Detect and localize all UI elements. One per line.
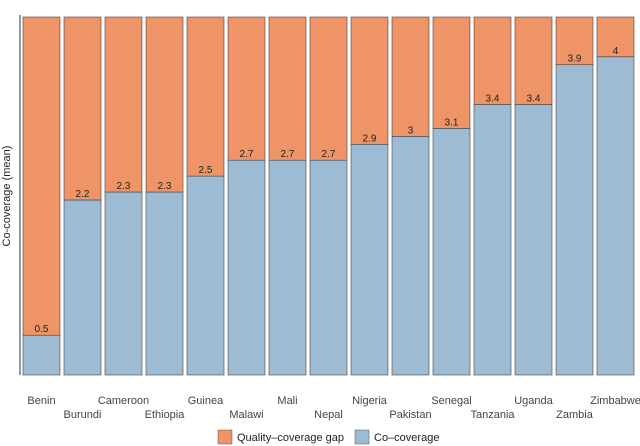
bar-quality-gap-malawi [227, 16, 266, 161]
bar-co-coverage-zambia [555, 64, 594, 376]
bar-co-coverage-benin [22, 334, 61, 376]
legend-swatch-co-coverage [354, 429, 370, 445]
bar-co-coverage-tanzania [473, 104, 512, 376]
bar-quality-gap-zambia [555, 16, 594, 66]
bar-quality-gap-zimbabwe [596, 16, 635, 58]
y-axis-title: Co-coverage (mean) [1, 146, 13, 247]
data-label-uganda: 3.4 [527, 94, 541, 105]
x-tick-label-burundi: Burundi [64, 409, 102, 421]
bar-quality-gap-burundi [63, 16, 102, 201]
bar-co-coverage-nepal [309, 159, 348, 376]
bar-co-coverage-pakistan [391, 136, 430, 376]
legend: Quality–coverage gap Co–coverage [217, 429, 439, 445]
x-tick-label-guinea: Guinea [188, 395, 224, 407]
bar-co-coverage-ethiopia [145, 191, 184, 376]
bar-quality-gap-tanzania [473, 16, 512, 105]
bar-co-coverage-nigeria [350, 143, 389, 376]
legend-label-co-coverage: Co–coverage [374, 432, 439, 444]
data-label-nigeria: 2.9 [363, 133, 377, 144]
bar-quality-gap-benin [22, 16, 61, 336]
bar-co-coverage-senegal [432, 128, 471, 376]
data-label-burundi: 2.2 [76, 189, 90, 200]
bar-quality-gap-senegal [432, 16, 471, 129]
bar-co-coverage-mali [268, 159, 307, 376]
x-tick-label-malawi: Malawi [229, 409, 263, 421]
data-label-guinea: 2.5 [199, 165, 213, 176]
x-tick-label-senegal: Senegal [431, 395, 471, 407]
x-tick-label-ethiopia: Ethiopia [145, 409, 186, 421]
data-label-zambia: 3.9 [568, 54, 582, 65]
bar-co-coverage-uganda [514, 104, 553, 376]
x-tick-label-benin: Benin [27, 395, 55, 407]
x-tick-label-zimbabwe: Zimbabwe [590, 395, 640, 407]
legend-label-quality-gap: Quality–coverage gap [237, 432, 344, 444]
x-tick-label-zambia: Zambia [556, 409, 594, 421]
data-label-nepal: 2.7 [322, 149, 336, 160]
bar-co-coverage-guinea [186, 175, 225, 376]
bar-quality-gap-mali [268, 16, 307, 161]
bar-quality-gap-uganda [514, 16, 553, 105]
data-label-pakistan: 3 [408, 125, 414, 136]
x-tick-label-pakistan: Pakistan [389, 409, 431, 421]
bar-quality-gap-ethiopia [145, 16, 184, 193]
data-label-ethiopia: 2.3 [158, 181, 172, 192]
data-label-zimbabwe: 4 [613, 46, 619, 57]
data-label-tanzania: 3.4 [486, 94, 500, 105]
bar-quality-gap-pakistan [391, 16, 430, 137]
legend-swatch-quality-gap [217, 429, 233, 445]
x-tick-label-cameroon: Cameroon [98, 395, 149, 407]
x-tick-label-uganda: Uganda [514, 395, 553, 407]
data-label-mali: 2.7 [281, 149, 295, 160]
x-tick-label-tanzania: Tanzania [470, 409, 515, 421]
bar-co-coverage-zimbabwe [596, 56, 635, 376]
bars-group [22, 16, 635, 376]
bar-co-coverage-burundi [63, 199, 102, 376]
bar-quality-gap-nigeria [350, 16, 389, 145]
x-tick-label-nigeria: Nigeria [352, 395, 388, 407]
bar-co-coverage-malawi [227, 159, 266, 376]
bar-quality-gap-guinea [186, 16, 225, 177]
data-label-cameroon: 2.3 [117, 181, 131, 192]
data-label-senegal: 3.1 [445, 117, 459, 128]
bar-quality-gap-nepal [309, 16, 348, 161]
x-tick-label-mali: Mali [277, 395, 297, 407]
x-tick-label-nepal: Nepal [314, 409, 343, 421]
data-label-benin: 0.5 [35, 324, 49, 335]
bar-co-coverage-cameroon [104, 191, 143, 376]
data-label-malawi: 2.7 [240, 149, 254, 160]
data-labels-group: 0.5 2.2 2.3 2.3 2.5 2.7 2.7 2.7 2.9 3 3.1 3.4 3.4 3.9… [35, 46, 619, 335]
bar-quality-gap-cameroon [104, 16, 143, 193]
